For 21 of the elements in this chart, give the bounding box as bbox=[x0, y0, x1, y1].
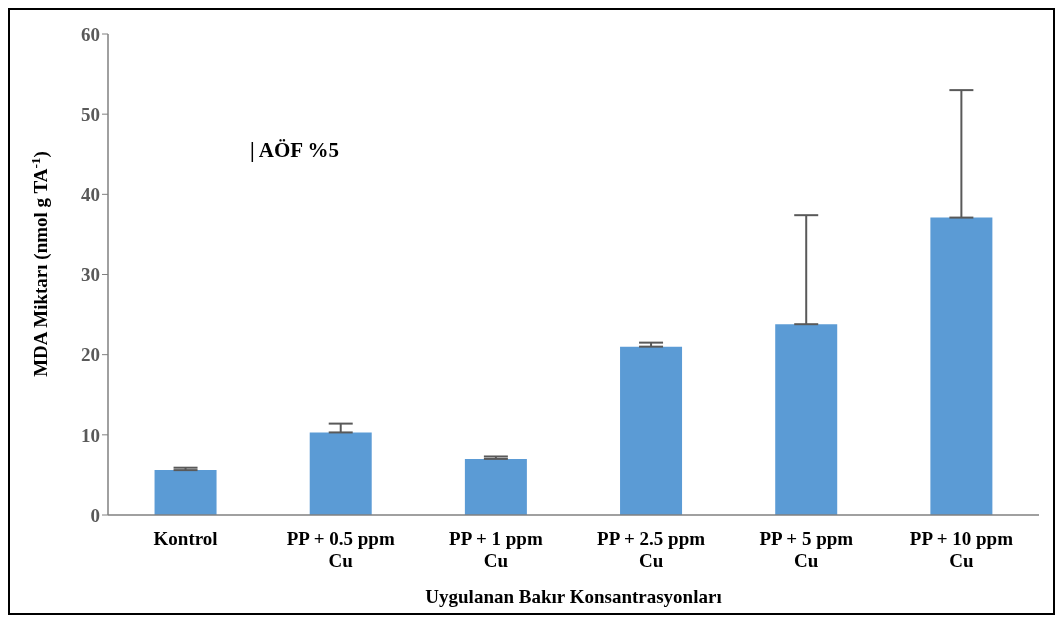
y-tick-label: 40 bbox=[81, 184, 100, 206]
bar bbox=[620, 346, 683, 515]
y-tick-label: 20 bbox=[81, 344, 100, 366]
y-tick-label: 0 bbox=[90, 504, 100, 526]
bar bbox=[154, 470, 217, 515]
bar bbox=[930, 217, 993, 515]
x-tick-label: PP + 1 ppm Cu bbox=[449, 528, 543, 571]
bar bbox=[309, 432, 372, 515]
y-tick-label: 60 bbox=[81, 23, 100, 45]
bar bbox=[464, 458, 527, 515]
x-tick-label: PP + 0.5 ppm Cu bbox=[286, 528, 395, 571]
y-tick-label: 50 bbox=[81, 103, 100, 125]
x-tick-label: PP + 10 ppm Cu bbox=[909, 528, 1014, 571]
y-tick-label: 30 bbox=[81, 264, 100, 286]
x-axis-title: Uygulanan Bakır Konsantrasyonları bbox=[425, 586, 722, 607]
annotation: | AÖF %5 bbox=[250, 138, 340, 163]
x-tick-label: PP + 2.5 ppm Cu bbox=[597, 528, 706, 571]
bar bbox=[775, 324, 838, 515]
x-tick-label: Kontrol bbox=[153, 528, 218, 549]
y-tick-label: 10 bbox=[81, 424, 100, 446]
x-tick-label: PP + 5 ppm Cu bbox=[759, 528, 854, 571]
